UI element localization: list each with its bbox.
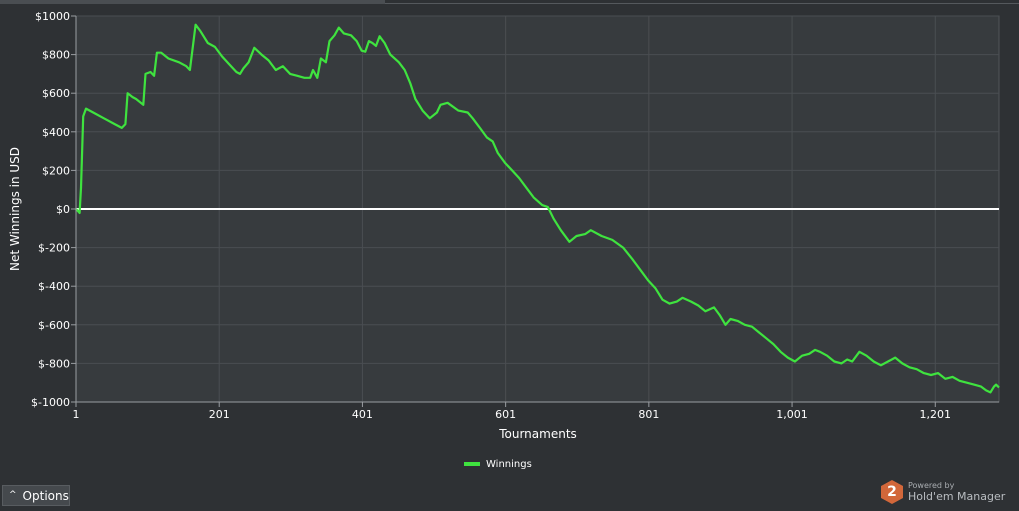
logo-number: 2 — [887, 484, 897, 500]
top-panel-divider — [385, 3, 1019, 4]
options-button[interactable]: ^ Options — [2, 485, 70, 506]
y-tick-label: $-600 — [38, 319, 70, 332]
x-tick-label: 801 — [638, 408, 659, 421]
brand-text: Powered by Hold'em Manager — [908, 481, 1006, 503]
y-tick-label: $1000 — [35, 10, 70, 23]
x-tick-label: 601 — [495, 408, 516, 421]
y-tick-label: $-200 — [38, 242, 70, 255]
top-panel-tab — [0, 0, 385, 4]
x-tick-label: 1 — [73, 408, 80, 421]
x-tick-label: 201 — [209, 408, 230, 421]
y-tick-label: $800 — [42, 49, 70, 62]
y-axis-ticks: $1000 $800 $600 $400 $200 $0 $-200 $-400 $-600 $-… — [31, 10, 77, 409]
legend-swatch-winnings — [464, 462, 480, 466]
x-tick-label: 1,001 — [776, 408, 808, 421]
y-axis-title: Net Winnings in USD — [8, 147, 22, 271]
powered-by-text: Powered by — [908, 481, 955, 490]
y-tick-label: $600 — [42, 87, 70, 100]
y-tick-label: $-400 — [38, 280, 70, 293]
chart-legend: Winnings — [464, 457, 532, 471]
y-tick-label: $-800 — [38, 357, 70, 370]
x-tick-label: 401 — [352, 408, 373, 421]
brand-name: Hold'em Manager — [908, 490, 1006, 503]
brand-watermark: 2 Powered by Hold'em Manager — [881, 478, 1005, 506]
series-line-winnings — [75, 23, 1000, 394]
x-axis-ticks: 1 201 401 601 801 1,001 1,201 — [73, 401, 999, 421]
legend-label-winnings: Winnings — [486, 458, 532, 470]
y-tick-label: $200 — [42, 164, 70, 177]
y-tick-label: $0 — [56, 203, 70, 216]
hem-logo-icon: 2 — [881, 480, 903, 504]
y-tick-label: $400 — [42, 126, 70, 139]
y-tick-label: $-1000 — [31, 396, 70, 409]
caret-up-icon: ^ — [9, 490, 17, 500]
options-label: Options — [22, 488, 69, 503]
x-tick-label: 1,201 — [920, 408, 952, 421]
x-axis-title: Tournaments — [498, 427, 577, 441]
series-layer — [75, 23, 1000, 394]
